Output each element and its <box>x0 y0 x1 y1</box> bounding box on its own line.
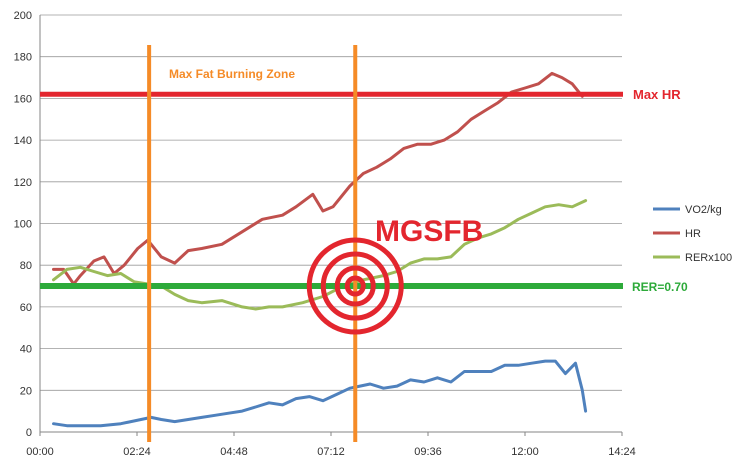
legend-label: RERx100 <box>685 252 732 264</box>
y-tick-label: 100 <box>14 219 32 231</box>
x-tick-label: 00:00 <box>26 446 54 458</box>
series-group <box>52 71 588 428</box>
x-tick-label: 07:12 <box>317 446 345 458</box>
y-tick-label: 180 <box>14 52 32 64</box>
legend: VO2/kg HR RERx100 <box>653 204 732 264</box>
legend-label: VO2/kg <box>685 204 722 216</box>
y-tick-label: 60 <box>20 302 32 314</box>
y-tick-label: 160 <box>14 93 32 105</box>
x-tick-label: 02:24 <box>123 446 151 458</box>
y-tick-label: 80 <box>20 260 32 272</box>
x-tick-label: 12:00 <box>511 446 539 458</box>
x-tick-label: 09:36 <box>414 446 442 458</box>
y-tick-label: 200 <box>14 10 32 22</box>
series-line-hr <box>52 71 584 286</box>
target-ring <box>320 251 390 321</box>
y-tick-label: 0 <box>26 427 32 439</box>
rer-label: RER=0.70 <box>632 280 688 294</box>
series-line-vo2-kg <box>52 359 588 428</box>
x-axis: 00:00 02:24 04:48 07:12 09:36 12:00 14:24 <box>26 15 636 458</box>
annotation-group: RER=0.70 Max HR Max Fat Burning Zone MGSFB <box>40 45 688 442</box>
x-tick-label: 14:24 <box>608 446 636 458</box>
legend-label: HR <box>685 228 701 240</box>
y-tick-label: 120 <box>14 177 32 189</box>
y-tick-label: 140 <box>14 135 32 147</box>
max-hr-label: Max HR <box>633 87 681 102</box>
target-ring <box>334 265 376 307</box>
y-tick-label: 40 <box>20 344 32 356</box>
target-ring <box>306 237 404 335</box>
x-tick-label: 04:48 <box>220 446 248 458</box>
target-ring <box>344 275 366 297</box>
zone-label: Max Fat Burning Zone <box>169 67 295 81</box>
chart-grid <box>40 14 622 433</box>
target-label: MGSFB <box>375 215 483 248</box>
y-axis: 0 20 40 60 80 100 120 140 160 180 200 <box>14 10 32 439</box>
y-tick-label: 20 <box>20 385 32 397</box>
